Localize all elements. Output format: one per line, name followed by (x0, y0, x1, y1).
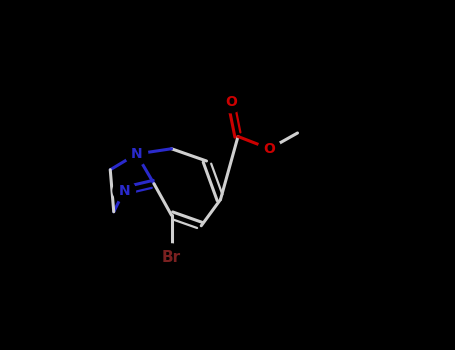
Circle shape (220, 90, 242, 113)
Text: O: O (225, 94, 237, 108)
Circle shape (158, 244, 185, 271)
Text: N: N (131, 147, 142, 161)
Circle shape (125, 143, 148, 165)
Text: Br: Br (162, 250, 181, 265)
Text: O: O (263, 142, 275, 156)
Text: N: N (118, 184, 130, 198)
Circle shape (258, 138, 281, 160)
Circle shape (113, 180, 136, 202)
